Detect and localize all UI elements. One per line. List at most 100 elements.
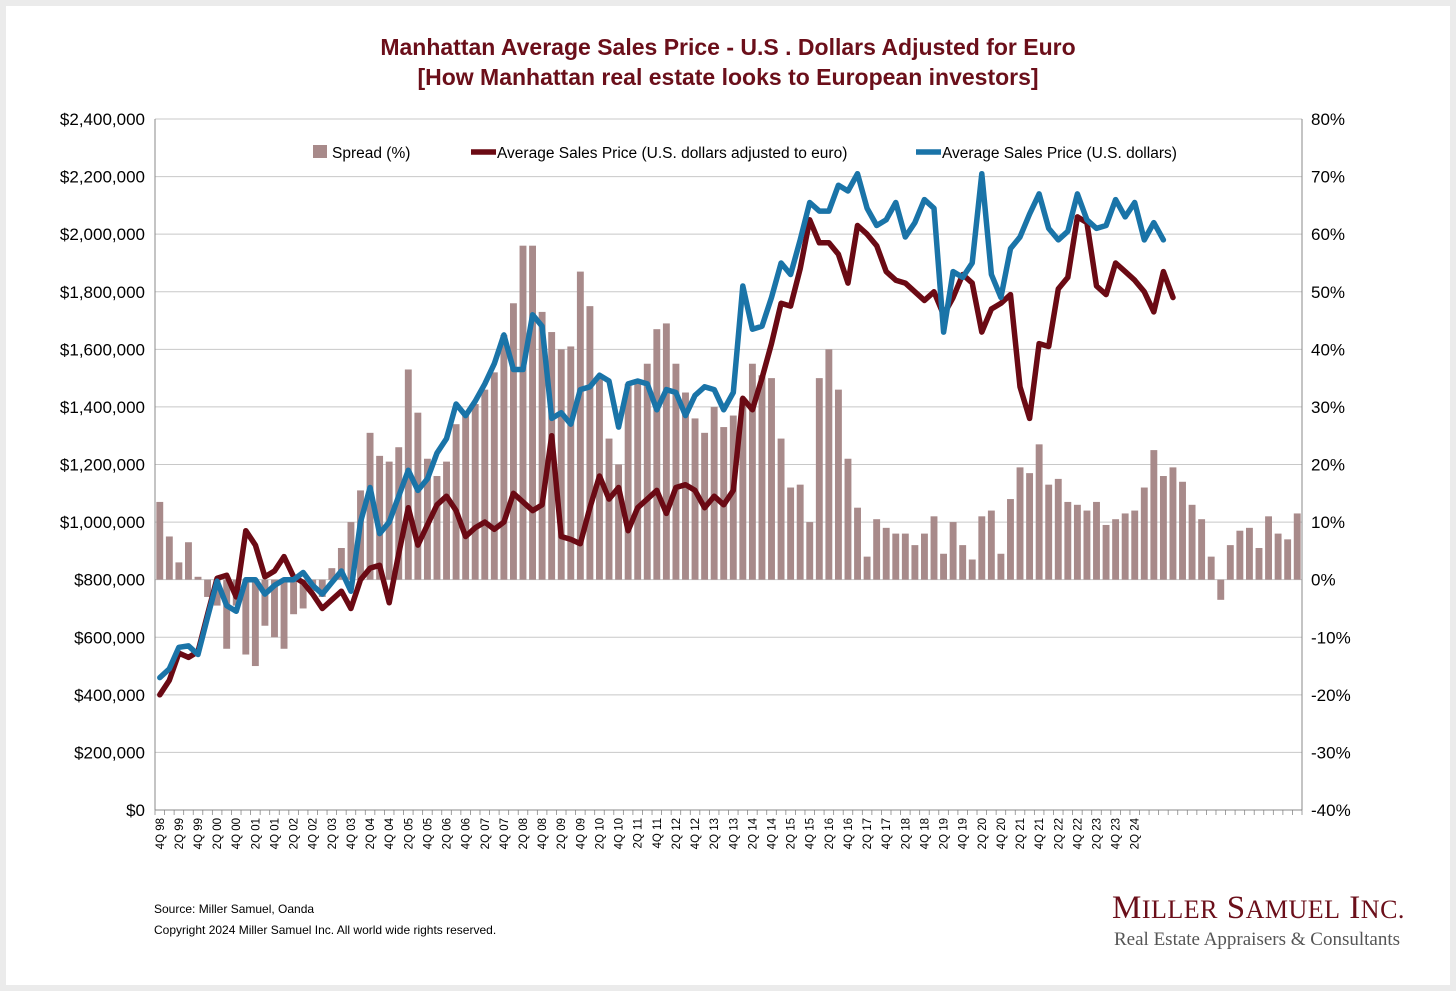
x-tick-label: 4Q 06	[461, 818, 473, 849]
spread-bar	[490, 372, 498, 580]
chart-subtitle: [How Manhattan real estate looks to Euro…	[417, 64, 1039, 90]
spread-bar	[1026, 473, 1034, 580]
spread-bar	[538, 311, 546, 580]
spread-bar	[643, 363, 651, 580]
spread-bar	[930, 516, 938, 580]
right-tick-label: 50%	[1311, 283, 1345, 302]
spread-bar	[1188, 504, 1196, 580]
x-tick-label: 4Q 09	[575, 818, 587, 849]
x-tick-label: 4Q 07	[499, 818, 511, 849]
right-tick-label: 60%	[1311, 225, 1345, 244]
euro-adjusted-price-line	[157, 214, 1176, 698]
left-tick-label: $600,000	[74, 628, 145, 647]
x-tick-label: 2Q 03	[327, 818, 339, 849]
left-tick-label: $2,200,000	[60, 168, 145, 187]
left-tick-label: $400,000	[74, 686, 145, 705]
gridlines	[155, 118, 1302, 811]
spread-bar	[1255, 547, 1263, 580]
spread-bar	[156, 501, 164, 580]
spread-bar	[892, 533, 900, 580]
x-tick-label: 2Q 09	[556, 818, 568, 849]
spread-bar	[978, 516, 986, 580]
spread-bar	[653, 329, 661, 580]
spread-bar	[213, 579, 221, 606]
spread-bar	[1207, 556, 1215, 580]
x-tick-label: 4Q 00	[231, 818, 243, 849]
legend-swatch-spread	[313, 145, 327, 158]
spread-bar	[194, 576, 202, 580]
spread-bar	[1159, 476, 1167, 580]
spread-bar	[844, 458, 852, 580]
spread-bar	[1245, 527, 1253, 580]
spread-bar	[815, 378, 823, 580]
left-tick-label: $1,400,000	[60, 398, 145, 417]
price-lines	[157, 170, 1176, 698]
spread-bar	[691, 418, 699, 580]
x-tick-label: 4Q 01	[270, 818, 282, 849]
x-tick-label: 2Q 02	[289, 818, 301, 849]
spread-bar	[1226, 545, 1234, 580]
spread-bar	[299, 579, 307, 609]
spread-bar	[710, 406, 718, 580]
x-tick-label: 4Q 16	[843, 818, 855, 849]
x-tick-label: 2Q 06	[442, 818, 454, 849]
spread-bar	[204, 579, 212, 597]
x-tick-label: 4Q 11	[652, 818, 664, 848]
spread-bar	[462, 412, 470, 580]
usd-price-line	[157, 170, 1167, 681]
spread-bar	[433, 476, 441, 580]
spread-bar	[175, 562, 183, 580]
x-tick-label: 2Q 08	[518, 818, 530, 849]
spread-bar	[529, 245, 536, 580]
spread-bar	[1121, 513, 1129, 580]
spread-bar	[1054, 478, 1062, 580]
x-tick-label: 4Q 10	[614, 818, 626, 849]
spread-bar	[366, 432, 374, 580]
left-tick-label: $1,200,000	[60, 456, 145, 475]
axes: $0 $200,000 $400,000 $600,000 $800,000 $1,000…	[60, 110, 1351, 849]
x-tick-label: 4Q 18	[919, 818, 931, 849]
spread-bar	[921, 533, 928, 580]
right-tick-label: 20%	[1311, 456, 1345, 475]
x-tick-label: 4Q 02	[308, 818, 320, 849]
spread-bar	[1274, 533, 1282, 580]
right-tick-label: 10%	[1311, 513, 1345, 532]
spread-bar	[261, 579, 269, 626]
spread-bar	[787, 487, 795, 580]
spread-bar	[615, 464, 623, 580]
spread-bar	[968, 559, 976, 580]
legend: Spread (%) Average Sales Price (U.S. doll…	[313, 145, 1177, 162]
spread-bar	[242, 579, 250, 655]
spread-bar	[634, 381, 642, 580]
spread-bar	[911, 545, 919, 580]
x-tick-label: 2Q 17	[862, 818, 874, 849]
combo-chart: $0 $200,000 $400,000 $600,000 $800,000 $1,000…	[60, 110, 1351, 849]
spread-bar	[1073, 504, 1081, 580]
logo-tagline: Real Estate Appraisers & Consultants	[1114, 929, 1401, 950]
spread-bar	[1140, 487, 1148, 580]
spread-bar	[1093, 501, 1100, 580]
right-tick-label: -10%	[1311, 628, 1351, 647]
spread-bar	[576, 271, 584, 580]
x-tick-label: 2Q 01	[250, 818, 262, 849]
x-tick-label: 2Q 19	[939, 818, 951, 849]
x-tick-label: 2Q 99	[174, 818, 186, 849]
spread-bar	[586, 306, 594, 580]
spread-bar	[471, 404, 479, 580]
left-tick-label: $800,000	[74, 571, 145, 590]
spread-bar	[481, 389, 489, 580]
spread-bar	[605, 438, 613, 580]
x-tick-label: 4Q 04	[384, 817, 396, 849]
spread-bar	[796, 484, 804, 580]
legend-label: Spread (%)	[332, 145, 410, 162]
x-tick-label: 2Q 04	[365, 817, 377, 849]
x-tick-label: 4Q 21	[1034, 818, 1046, 849]
spread-bar	[1150, 450, 1158, 580]
x-tick-label: 4Q 14	[767, 817, 779, 849]
x-tick-label: 4Q 17	[881, 818, 893, 849]
x-tick-label: 2Q 16	[824, 818, 836, 849]
spread-bar	[271, 579, 278, 638]
x-tick-label: 2Q 23	[1092, 818, 1104, 849]
spread-bar	[672, 363, 680, 580]
spread-bar	[940, 553, 948, 580]
